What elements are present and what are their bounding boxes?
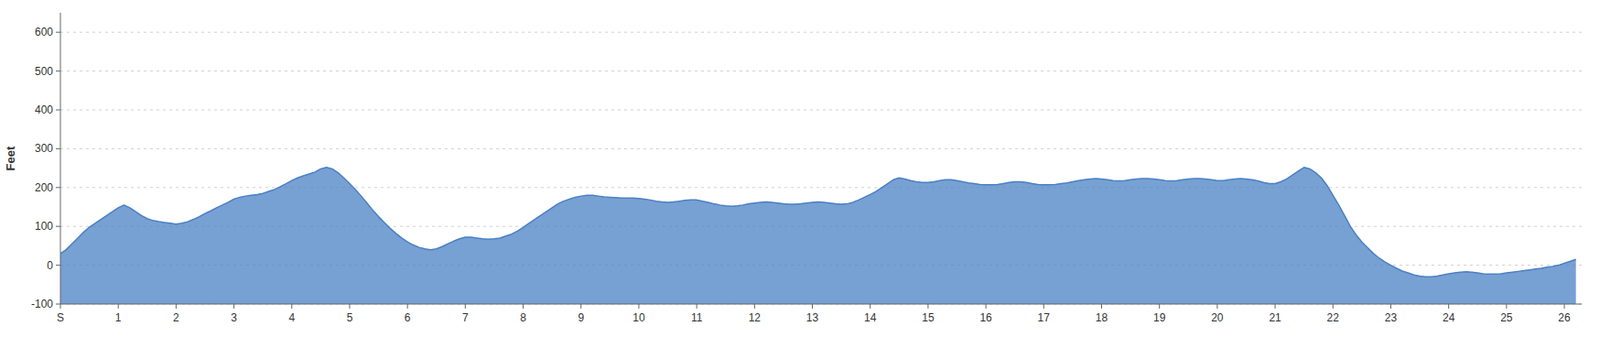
- x-tick: [291, 303, 292, 309]
- x-tick: [60, 303, 62, 309]
- x-tick: [1216, 303, 1218, 309]
- x-tick: [580, 303, 582, 309]
- x-tick: [464, 303, 466, 309]
- x-tick-label: 13: [806, 311, 820, 325]
- y-tick-label: -100: [31, 297, 54, 311]
- grid: [60, 32, 1582, 304]
- area-line: [60, 167, 1577, 278]
- axes: S123456789101112131415161718192021222324…: [31, 12, 1582, 325]
- x-tick: [637, 303, 639, 309]
- x-tick-label: 2: [172, 311, 180, 325]
- x-tick-label: 20: [1210, 311, 1224, 325]
- grid-line: [60, 109, 1582, 111]
- x-tick-label: 17: [1037, 311, 1051, 325]
- y-tick-label: 400: [34, 103, 54, 117]
- x-tick-label: 10: [632, 311, 646, 325]
- x-tick: [1448, 303, 1449, 309]
- x-tick: [811, 303, 813, 309]
- x-tick-label: 16: [979, 311, 993, 325]
- y-tick-label: 500: [34, 64, 54, 78]
- x-tick: [985, 303, 987, 309]
- area-fill: [60, 167, 1577, 304]
- y-tick: [55, 303, 61, 305]
- x-tick-label: 18: [1095, 311, 1109, 325]
- x-tick-label: 4: [288, 311, 295, 325]
- grid-line: [60, 70, 1582, 72]
- x-tick: [118, 303, 119, 309]
- x-tick: [1564, 303, 1566, 309]
- x-tick-label: 26: [1557, 311, 1571, 325]
- x-tick: [869, 303, 871, 309]
- chart: S123456789101112131415161718192021222324…: [0, 0, 1600, 337]
- x-tick-label: 9: [577, 311, 584, 325]
- y-tick-label: 200: [34, 181, 54, 195]
- x-tick: [233, 303, 235, 309]
- x-tick-label: 7: [462, 311, 469, 325]
- y-tick: [55, 70, 61, 72]
- y-axis-line: [60, 12, 62, 304]
- y-tick: [55, 148, 61, 150]
- x-axis-line: [60, 303, 1582, 305]
- x-tick: [1275, 303, 1276, 309]
- x-tick-label: 24: [1442, 311, 1456, 325]
- x-tick: [696, 303, 698, 309]
- x-tick-label: 1: [115, 311, 122, 325]
- x-tick: [1158, 303, 1160, 309]
- y-tick-label: 300: [34, 141, 54, 155]
- x-tick: [1101, 303, 1103, 309]
- grid-line: [60, 32, 1582, 33]
- grid-line: [60, 303, 1582, 305]
- y-tick: [55, 109, 61, 111]
- x-tick: [1505, 303, 1507, 309]
- y-tick-label: 100: [34, 219, 54, 233]
- x-tick-label: S: [56, 311, 65, 325]
- x-tick-label: 3: [230, 311, 238, 325]
- grid-line: [60, 148, 1582, 150]
- y-axis-label: Feet: [3, 145, 18, 171]
- x-tick: [175, 303, 177, 309]
- x-tick: [754, 303, 756, 309]
- x-tick-label: 11: [691, 311, 703, 325]
- x-tick: [1332, 303, 1334, 309]
- x-tick: [927, 303, 929, 309]
- x-tick: [348, 303, 350, 309]
- x-tick: [407, 303, 409, 309]
- x-tick-label: 5: [346, 311, 354, 325]
- x-tick-label: 19: [1153, 311, 1167, 325]
- plot-area: [60, 167, 1577, 304]
- x-tick: [1390, 303, 1392, 309]
- x-tick-label: 23: [1384, 311, 1398, 325]
- y-tick-label: 0: [46, 259, 54, 272]
- x-tick-label: 25: [1500, 311, 1514, 325]
- x-tick-label: 12: [748, 311, 762, 325]
- x-tick-label: 15: [921, 311, 935, 325]
- x-tick-label: 14: [864, 311, 877, 325]
- y-tick: [55, 226, 61, 228]
- x-tick-label: 6: [404, 311, 411, 325]
- y-tick-label: 600: [34, 25, 54, 39]
- y-tick: [55, 264, 61, 266]
- x-tick-label: 22: [1327, 311, 1341, 325]
- x-tick-label: 8: [519, 311, 527, 325]
- x-tick-label: 21: [1268, 311, 1282, 325]
- x-tick: [522, 303, 524, 309]
- y-tick: [55, 32, 61, 33]
- y-tick: [55, 186, 61, 188]
- x-tick: [1043, 303, 1045, 309]
